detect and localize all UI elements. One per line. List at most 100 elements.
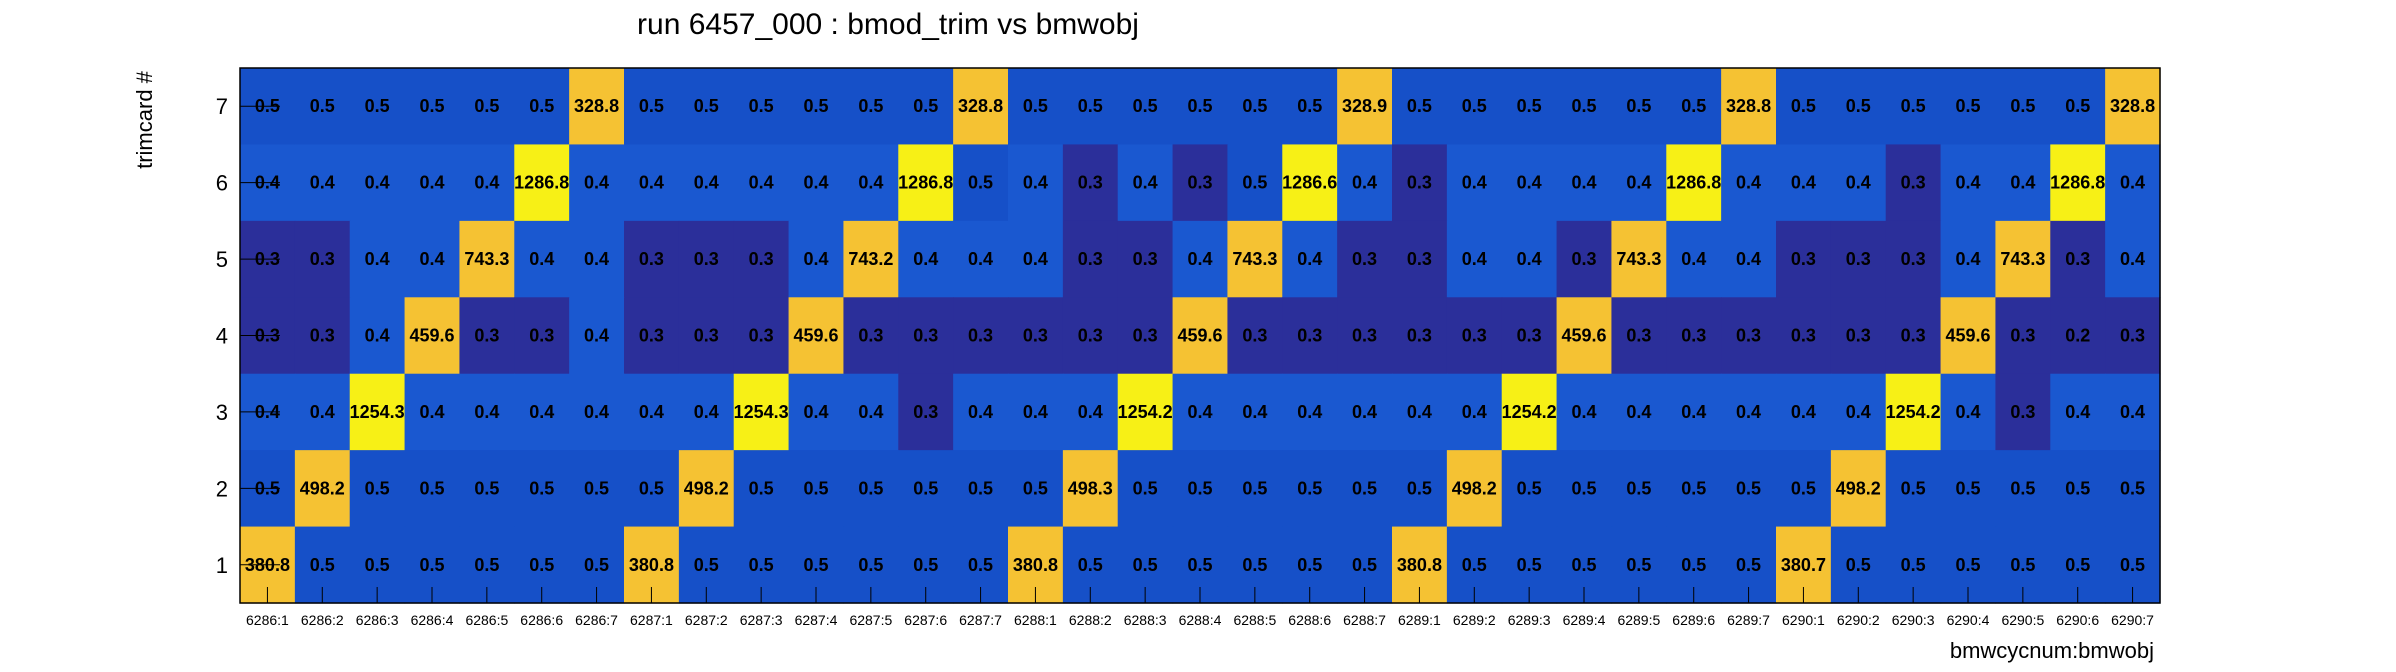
heatmap-cell-label: 1254.2: [1502, 402, 1557, 422]
heatmap-cell-label: 0.5: [1462, 555, 1487, 575]
heatmap-cell-label: 0.4: [419, 173, 444, 193]
heatmap-cell: [569, 68, 625, 146]
heatmap-cell: [1117, 144, 1174, 222]
heatmap-cell: [1721, 373, 1777, 451]
heatmap-cell-label: 0.4: [1681, 402, 1706, 422]
heatmap-cell: [514, 144, 570, 222]
heatmap-cell-label: 0.5: [529, 478, 554, 498]
heatmap-cell: [1227, 373, 1283, 451]
heatmap-cell-label: 0.5: [1791, 96, 1816, 116]
heatmap-cell-label: 0.4: [694, 173, 719, 193]
heatmap-cell: [1830, 373, 1887, 451]
x-tick-label: 6289:4: [1563, 612, 1606, 628]
heatmap-cell: [1446, 68, 1503, 146]
heatmap-cell-label: 0.3: [1736, 326, 1761, 346]
heatmap-cell-label: 0.4: [1955, 249, 1980, 269]
heatmap-cell: [1830, 450, 1887, 528]
heatmap-cell-label: 0.4: [584, 402, 609, 422]
heatmap-cell-label: 0.5: [749, 96, 774, 116]
heatmap-cell-label: 0.3: [1078, 326, 1103, 346]
heatmap-cells: [240, 68, 2161, 604]
heatmap-cell: [624, 297, 680, 375]
x-tick-label: 6289:1: [1398, 612, 1441, 628]
heatmap-cell: [1117, 220, 1174, 298]
heatmap-cell-label: 0.5: [474, 478, 499, 498]
heatmap-cell-label: 0.3: [1078, 173, 1103, 193]
x-tick-label: 6288:5: [1233, 612, 1276, 628]
heatmap-cell-label: 0.4: [1571, 402, 1596, 422]
heatmap-cell-label: 0.4: [639, 173, 664, 193]
heatmap-cell: [349, 297, 406, 375]
heatmap-cell-label: 0.5: [1955, 478, 1980, 498]
heatmap-cell-label: 498.2: [1836, 478, 1881, 498]
heatmap-cell-label: 0.5: [2120, 478, 2145, 498]
heatmap-cell: [1282, 220, 1338, 298]
heatmap-cell-label: 0.4: [1791, 173, 1816, 193]
heatmap-cell: [1995, 220, 2051, 298]
heatmap-cell-label: 328.8: [574, 96, 619, 116]
heatmap-cell: [898, 450, 954, 528]
heatmap-cell: [2105, 144, 2161, 222]
heatmap-cell-label: 0.5: [694, 96, 719, 116]
heatmap-cell-label: 0.4: [2120, 249, 2145, 269]
heatmap-cell-label: 0.5: [1078, 555, 1103, 575]
heatmap-cell: [1666, 144, 1722, 222]
heatmap-cell-label: 0.5: [365, 96, 390, 116]
x-tick-label: 6287:2: [685, 612, 728, 628]
heatmap-cell: [1556, 450, 1613, 528]
heatmap-cell: [1885, 373, 1942, 451]
heatmap-cell: [2105, 220, 2161, 298]
x-tick-label: 6288:1: [1014, 612, 1057, 628]
heatmap-cell-label: 0.5: [1571, 96, 1596, 116]
heatmap-cell-label: 380.8: [1013, 555, 1058, 575]
heatmap-cell-label: 0.5: [1407, 478, 1432, 498]
heatmap-cell: [404, 373, 461, 451]
heatmap-cell-label: 0.5: [968, 478, 993, 498]
heatmap-cell-label: 0.4: [1736, 173, 1761, 193]
heatmap-cell: [678, 144, 735, 222]
y-tick-label: 5: [216, 247, 228, 272]
heatmap-cell-label: 0.3: [529, 326, 554, 346]
heatmap-cell-label: 0.3: [1133, 249, 1158, 269]
heatmap-cell-label: 0.5: [2120, 555, 2145, 575]
y-tick-label: 7: [216, 94, 228, 119]
heatmap-cell: [1117, 373, 1174, 451]
heatmap-cell: [2105, 68, 2161, 146]
heatmap-cell: [1611, 450, 1667, 528]
heatmap-cell-label: 0.5: [803, 478, 828, 498]
heatmap-cell-label: 0.4: [419, 249, 444, 269]
heatmap-cell-label: 0.3: [913, 402, 938, 422]
heatmap-cell-label: 0.5: [913, 478, 938, 498]
heatmap-cell: [1446, 297, 1503, 375]
heatmap-cell-label: 0.3: [1517, 326, 1542, 346]
heatmap-cell-label: 0.4: [1517, 249, 1542, 269]
heatmap-cell-label: 1254.2: [1886, 402, 1941, 422]
heatmap-cell-label: 0.5: [913, 96, 938, 116]
heatmap-cell-label: 0.3: [2010, 326, 2035, 346]
heatmap-cell: [843, 297, 899, 375]
heatmap-cell: [1392, 373, 1448, 451]
heatmap-cell: [1062, 450, 1119, 528]
x-tick-label: 6288:2: [1069, 612, 1112, 628]
heatmap-cell: [1556, 220, 1613, 298]
heatmap-cell: [1611, 373, 1667, 451]
heatmap-cell: [514, 220, 570, 298]
x-tick-label: 6290:3: [1892, 612, 1935, 628]
heatmap-cell: [678, 220, 735, 298]
heatmap-cell-label: 0.5: [803, 555, 828, 575]
heatmap-cell-label: 498.3: [1068, 478, 1113, 498]
heatmap-cell: [1556, 373, 1613, 451]
heatmap-cell: [459, 373, 515, 451]
heatmap-cell: [1282, 68, 1338, 146]
heatmap-cell: [1282, 297, 1338, 375]
heatmap-cell: [1776, 450, 1832, 528]
heatmap-cell-label: 459.6: [1945, 326, 1990, 346]
heatmap-cell: [624, 373, 680, 451]
heatmap-cell: [1830, 144, 1887, 222]
heatmap-cell: [1885, 220, 1942, 298]
heatmap-cell: [953, 220, 1009, 298]
heatmap-cell-label: 0.4: [1626, 402, 1651, 422]
heatmap-cell: [678, 450, 735, 528]
heatmap-cell: [1721, 144, 1777, 222]
x-tick-label: 6287:5: [849, 612, 892, 628]
